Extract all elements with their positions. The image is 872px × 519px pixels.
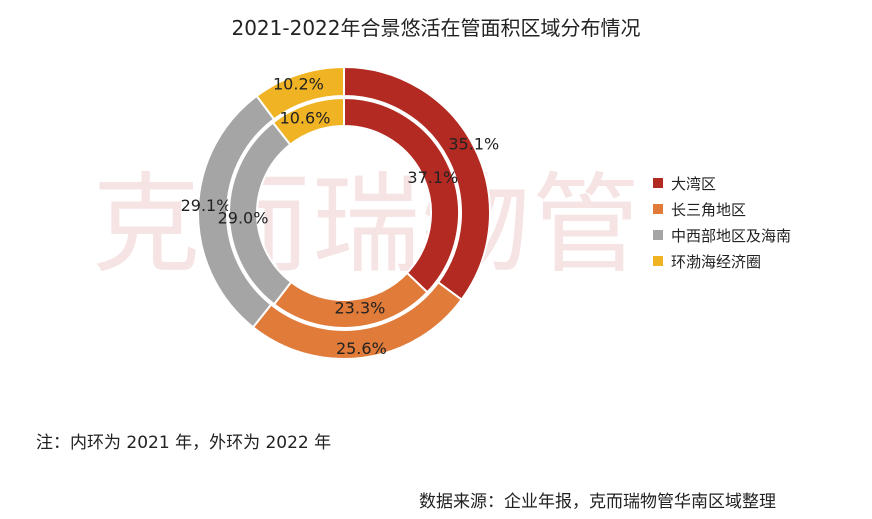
legend: 大湾区 长三角地区 中西部地区及海南 环渤海经济圈: [653, 170, 791, 274]
legend-item: 大湾区: [653, 170, 791, 196]
outer-ring-data-label-3: 10.2%: [273, 75, 324, 94]
inner-ring-slice-3: [271, 96, 345, 146]
chart-title: 2021-2022年合景悠活在管面积区域分布情况: [231, 16, 641, 40]
inner-ring-data-label-2: 29.0%: [218, 209, 269, 228]
chart-note: 注：内环为 2021 年，外环为 2022 年: [36, 433, 332, 453]
outer-ring-slice-3: [255, 65, 345, 121]
outer-ring-data-label-1: 25.6%: [336, 339, 387, 358]
legend-item: 环渤海经济圈: [653, 248, 791, 274]
legend-swatch: [653, 256, 663, 266]
inner-ring-data-label-1: 23.3%: [335, 299, 386, 318]
legend-label: 大湾区: [671, 174, 717, 193]
data-source: 数据来源：企业年报，克而瑞物管华南区域整理: [419, 492, 776, 512]
watermark: 克而瑞物管: [92, 163, 643, 288]
legend-swatch: [653, 178, 663, 188]
legend-label: 环渤海经济圈: [671, 252, 762, 271]
legend-item: 中西部地区及海南: [653, 222, 791, 248]
legend-swatch: [653, 230, 663, 240]
inner-ring-data-label-3: 10.6%: [280, 109, 331, 128]
inner-ring-data-label-0: 37.1%: [407, 168, 458, 187]
legend-label: 长三角地区: [671, 200, 747, 219]
legend-item: 长三角地区: [653, 196, 791, 222]
legend-swatch: [653, 204, 663, 214]
legend-label: 中西部地区及海南: [671, 226, 792, 245]
outer-ring-data-label-0: 35.1%: [448, 134, 499, 153]
outer-ring-data-label-2: 29.1%: [181, 196, 232, 215]
